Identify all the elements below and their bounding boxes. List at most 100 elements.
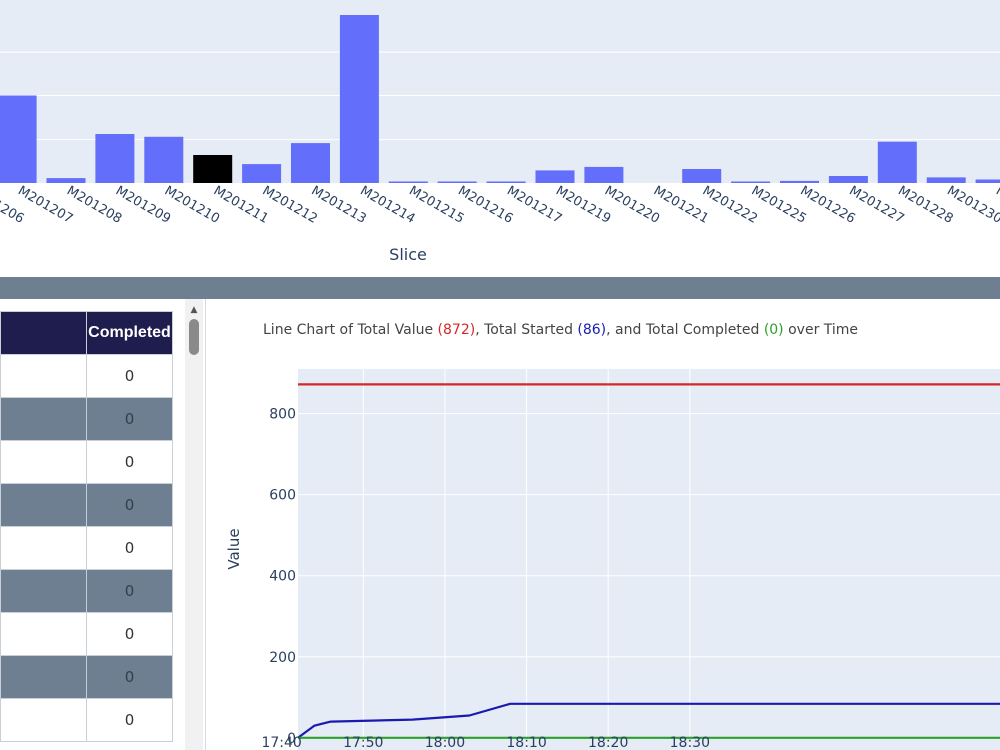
bar-tick-label: M201230 <box>944 183 1000 226</box>
bar-tick-label: M201225 <box>749 183 809 226</box>
bar-tick-label: M201211 <box>211 183 271 226</box>
completed-cell: 0 <box>86 612 173 656</box>
completed-cell: 0 <box>86 698 173 742</box>
title-text: over Time <box>783 322 859 338</box>
x-tick-label: 18:20 <box>588 735 628 750</box>
bar-tick-label: M201210 <box>162 183 222 226</box>
bar-tick-label: M201228 <box>895 183 955 226</box>
bar[interactable] <box>780 180 819 183</box>
table-cell <box>0 698 87 742</box>
x-tick-label: 18:30 <box>670 735 710 750</box>
table-cell <box>0 655 87 699</box>
bar-tick-label: M201217 <box>504 183 564 226</box>
bar[interactable] <box>975 179 1000 184</box>
x-tick-label: 17:40 <box>261 735 301 750</box>
table-row: 0 <box>0 526 173 570</box>
bar[interactable] <box>926 177 966 183</box>
x-tick-label: 17:50 <box>343 735 383 750</box>
table-header-cell <box>0 311 87 355</box>
scroll-up-arrow-icon[interactable]: ▲ <box>190 305 198 315</box>
completed-cell: 0 <box>86 655 173 699</box>
y-tick-label: 0 <box>287 731 296 747</box>
bar-tick-label: M201220 <box>602 183 662 226</box>
completed-column-header[interactable]: Completed <box>86 311 173 355</box>
y-tick-label: 200 <box>269 650 296 666</box>
table-row: 0 <box>0 612 173 656</box>
scrollbar-thumb[interactable] <box>189 319 199 355</box>
bar[interactable] <box>339 15 379 183</box>
bar[interactable] <box>682 169 722 183</box>
bar[interactable] <box>731 181 771 184</box>
bar[interactable] <box>486 181 526 184</box>
bar-tick-label: M201221 <box>651 183 711 226</box>
bar[interactable] <box>242 164 282 183</box>
bar-tick-label: M201227 <box>846 183 906 226</box>
title-text: , Total Started <box>475 322 578 338</box>
y-tick-label: 800 <box>269 407 296 423</box>
bar[interactable] <box>144 136 184 183</box>
x-tick-label: 18:00 <box>425 735 465 750</box>
table-cell <box>0 440 87 484</box>
line-chart-title: Line Chart of Total Value (872), Total S… <box>263 322 858 338</box>
bar-tick-label: M201215 <box>406 183 466 226</box>
total-started-count: (86) <box>577 322 607 338</box>
bar[interactable] <box>584 166 624 183</box>
completed-cell: 0 <box>86 569 173 613</box>
x-tick-label: 18:10 <box>506 735 546 750</box>
title-text: Line Chart of Total Value <box>263 322 438 338</box>
line-chart-panel: 0 200 400 600 800 17:40 17:50 18:00 18:10 18:20 1… <box>206 299 1000 750</box>
total-started-line[interactable] <box>297 702 1000 739</box>
bar-chart-x-axis-label: Slice <box>389 245 427 264</box>
total-completed-count: (0) <box>763 322 784 338</box>
completed-table: Completed 0 0 0 0 0 0 0 0 0 <box>0 311 173 742</box>
bar[interactable] <box>437 181 477 184</box>
y-tick-label: 600 <box>269 488 296 504</box>
completed-cell: 0 <box>86 397 173 441</box>
completed-table-panel: Completed 0 0 0 0 0 0 0 0 0 ▲ <box>0 299 206 750</box>
bar-tick-label: M201212 <box>260 183 320 226</box>
bar[interactable] <box>388 181 428 184</box>
table-row: 0 <box>0 698 173 742</box>
bar[interactable] <box>0 95 37 184</box>
bar-tick-label: M201226 <box>798 183 858 226</box>
bar-tick-label: M201209 <box>113 183 173 226</box>
table-row: 0 <box>0 655 173 699</box>
table-scrollbar[interactable]: ▲ <box>185 299 203 750</box>
bar[interactable] <box>535 170 575 183</box>
table-cell <box>0 569 87 613</box>
bar-tick-label: M201214 <box>357 183 417 226</box>
bar-tick-label: M201216 <box>455 183 515 226</box>
title-text: , and Total Completed <box>606 322 764 338</box>
table-cell <box>0 526 87 570</box>
bar[interactable] <box>193 155 233 183</box>
bar[interactable] <box>291 143 330 183</box>
bar-tick-label: M201219 <box>553 183 613 226</box>
table-cell <box>0 354 87 398</box>
bar[interactable] <box>46 178 86 183</box>
bar-tick-label: M201207 <box>15 183 75 226</box>
bar-tick-label: M201222 <box>700 183 760 226</box>
table-row: 0 <box>0 397 173 441</box>
bar[interactable] <box>828 176 868 183</box>
bar[interactable] <box>95 134 135 183</box>
completed-cell: 0 <box>86 440 173 484</box>
table-cell <box>0 483 87 527</box>
table-row: 0 <box>0 569 173 613</box>
completed-cell: 0 <box>86 526 173 570</box>
table-row: 0 <box>0 483 173 527</box>
y-tick-label: 400 <box>269 569 296 585</box>
bar-tick-label: M201208 <box>64 183 124 226</box>
table-cell <box>0 397 87 441</box>
table-header-row: Completed <box>0 311 173 355</box>
line-chart-plot-area <box>298 369 1000 750</box>
total-value-count: (872) <box>437 322 476 338</box>
table-row: 0 <box>0 440 173 484</box>
table-row: 0 <box>0 354 173 398</box>
slice-bar-chart: M201206M201207M201208M201209M201210M2012… <box>0 0 1000 264</box>
bar[interactable] <box>877 141 917 183</box>
bar-chart-panel: M201206 M201207 M201208 M201209 M201210 M2012… <box>0 0 1000 277</box>
line-chart-y-axis-label: Value <box>225 528 243 569</box>
completed-cell: 0 <box>86 483 173 527</box>
bar-tick-label: M201213 <box>309 183 369 226</box>
value-line-chart: 0 200 400 600 800 17:40 17:50 18:00 18:10 18:20 1… <box>225 369 1000 750</box>
